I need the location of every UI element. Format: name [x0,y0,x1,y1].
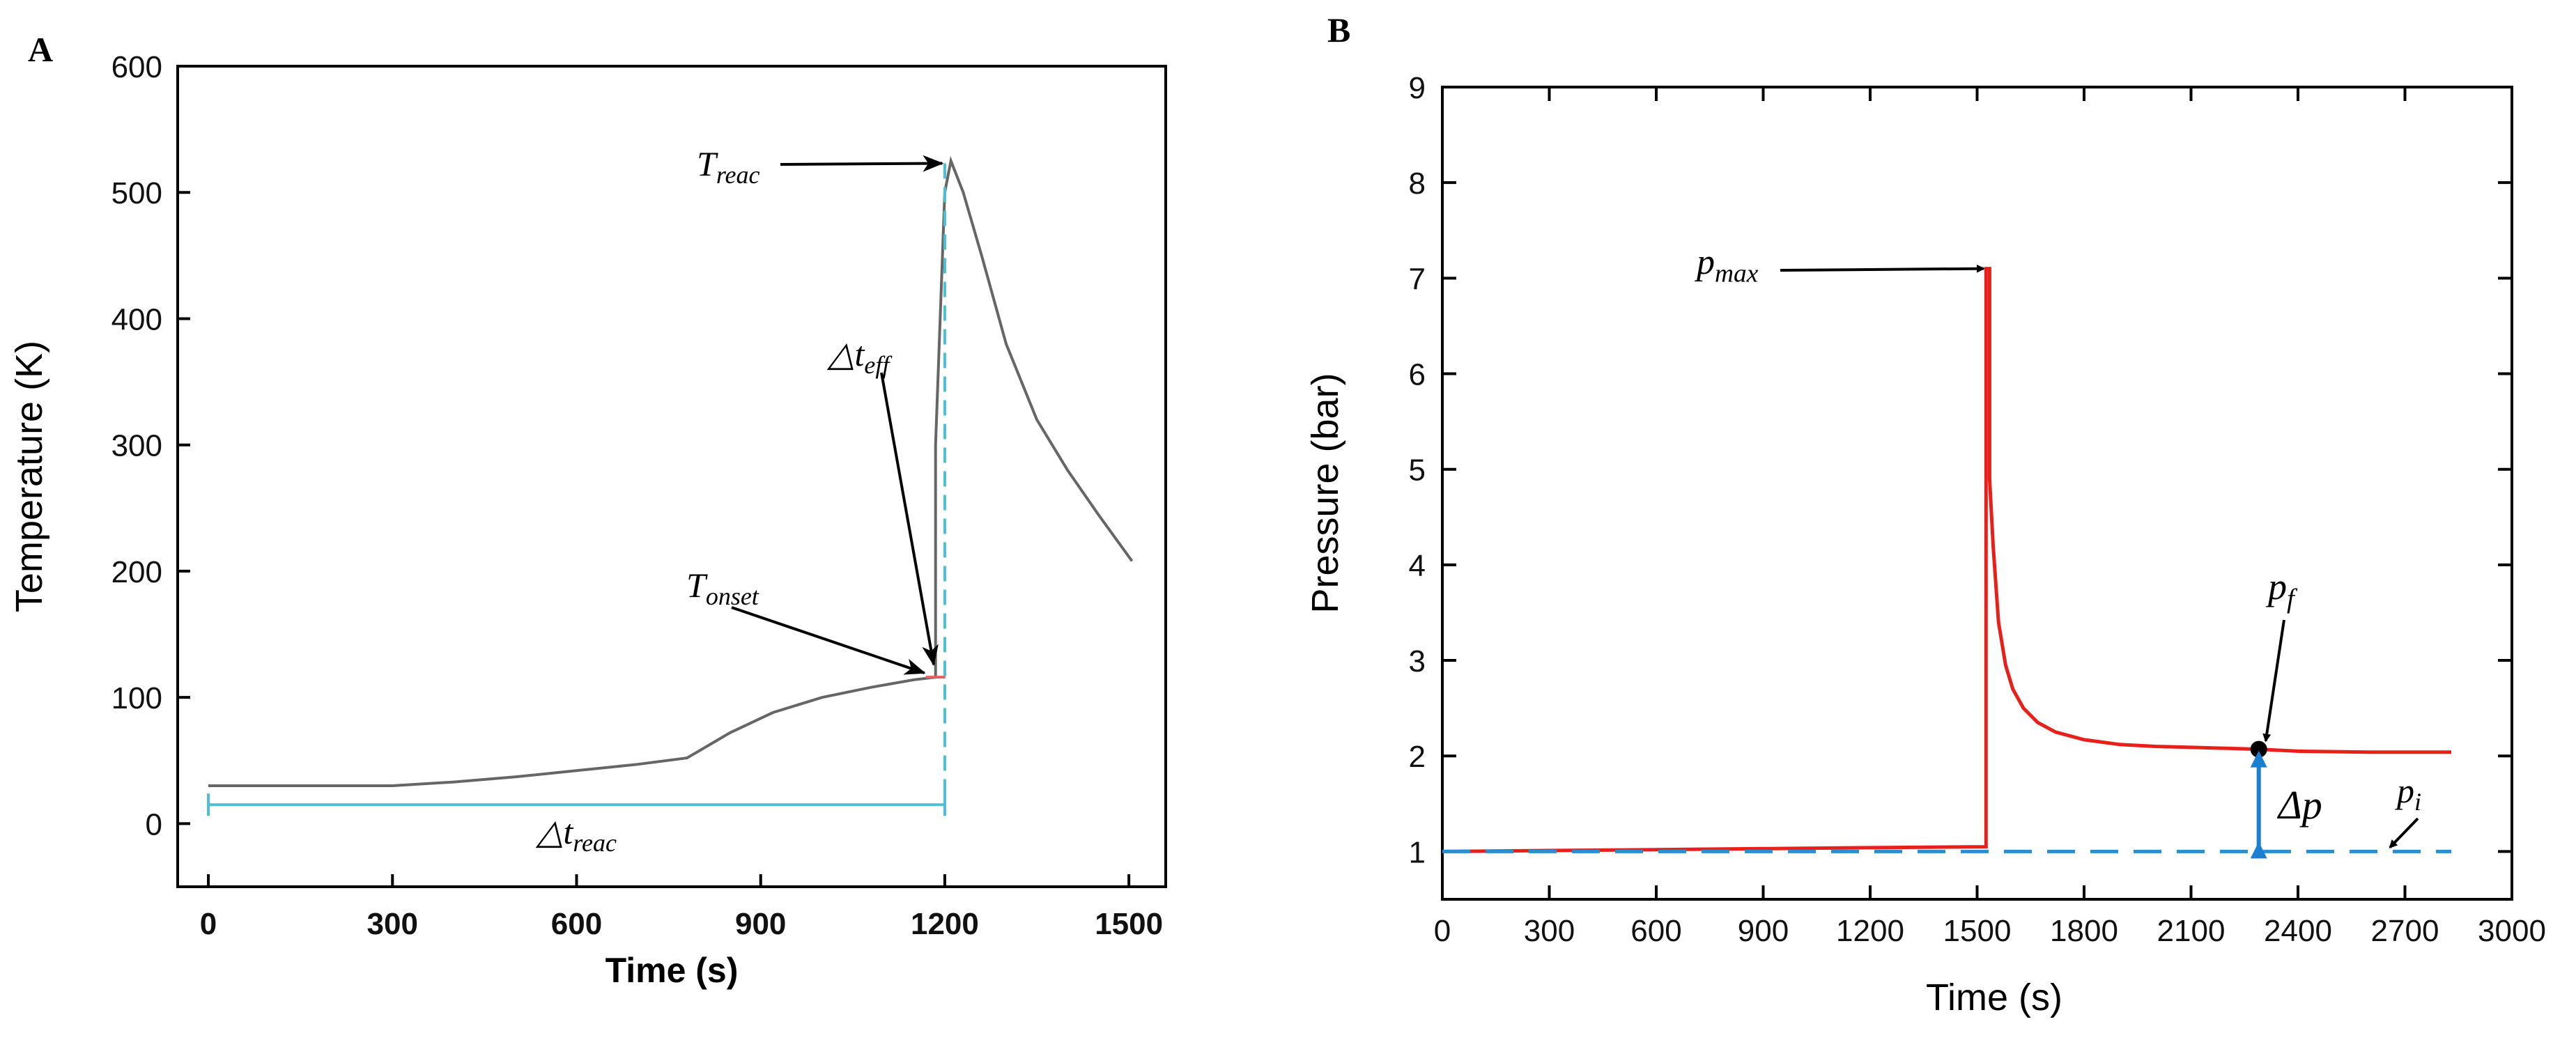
x-tick-label: 0 [1434,914,1451,948]
x-tick-label: 1200 [1836,914,1904,948]
temperature-series-line [208,155,1134,787]
p-f-arrow [2262,619,2285,743]
y-tick-label: 400 [111,302,162,336]
y-tick-label: 600 [111,50,162,84]
panel-a-series [208,155,1134,787]
x-tick-label: 3000 [2478,914,2546,948]
panel-b-y-ticks: 1 2 3 4 5 6 7 8 9 [1409,71,2512,869]
panel-b-y-axis-label: Pressure (bar) [1304,373,1346,613]
t-reac-label: Treac [697,144,759,189]
panel-b-x-axis-label: Time (s) [1926,977,2062,1018]
p-i-arrow [2389,817,2419,848]
x-tick-label: 1500 [1943,914,2012,948]
x-tick-label: 1200 [911,907,979,941]
panel-a-y-ticks: 0 100 200 300 400 500 600 [111,50,190,841]
x-tick-label: 300 [1524,914,1575,948]
x-tick-label: 2700 [2371,914,2439,948]
x-tick-label: 900 [1738,914,1789,948]
panel-a-label: A [28,30,53,69]
x-tick-label: 600 [551,907,602,941]
x-tick-label: 300 [367,907,418,941]
y-tick-label: 500 [111,176,162,210]
panel-a-x-ticks: 0 300 600 900 1200 1500 [200,874,1163,941]
y-tick-label: 7 [1409,262,1426,296]
t-onset-arrow [731,606,926,675]
p-f-label: pf [2265,566,2298,614]
dt-eff-arrow [880,372,939,667]
panel-b-series [1442,267,2451,853]
panel-b-x-ticks: 0 300 600 900 1200 1500 1800 2100 2400 2700 3000 [1434,87,2546,948]
dt-reac-label: △treac [535,812,617,857]
panel-b-pressure-chart: B 1 2 3 4 5 6 7 8 9 0 300 600 900 1200 1500 1800 2100 24… [1304,10,2546,1018]
x-tick-label: 0 [200,907,217,941]
panel-a-temperature-chart: A 0 100 200 300 400 500 600 0 300 600 900 1200 1500… [8,30,1167,990]
pressure-series-line [1442,267,2451,853]
y-tick-label: 9 [1409,71,1426,105]
panel-b-label: B [1327,10,1350,49]
p-max-label: pmax [1694,242,1759,288]
panel-b-plot-frame [1441,86,2513,901]
y-tick-label: 5 [1409,453,1426,488]
x-tick-label: 2100 [2157,914,2226,948]
x-tick-label: 2400 [2264,914,2332,948]
p-max-arrow [1780,264,1985,273]
panel-a-y-axis-label: Temperature (K) [8,341,50,612]
x-tick-label: 1500 [1095,907,1163,941]
y-tick-label: 8 [1409,166,1426,201]
x-tick-label: 600 [1630,914,1681,948]
delta-p-label: Δp [2277,782,2322,828]
y-tick-label: 2 [1409,740,1426,774]
y-tick-label: 200 [111,555,162,589]
p-i-label: pi [2395,771,2421,816]
y-tick-label: 3 [1409,644,1426,678]
y-tick-label: 0 [146,807,162,841]
p-f-point [2250,740,2267,758]
dt-eff-label: △teff [826,334,893,379]
t-onset-label: Tonset [686,566,759,610]
y-tick-label: 300 [111,429,162,463]
panel-a-plot-frame [176,65,1167,888]
y-tick-label: 6 [1409,358,1426,392]
x-tick-label: 1800 [2050,914,2118,948]
y-tick-label: 100 [111,681,162,715]
panel-a-x-axis-label: Time (s) [606,951,739,990]
y-tick-label: 1 [1409,835,1426,869]
panel-a-annotations: △treac Treac △teff Tonset [207,144,946,857]
y-tick-label: 4 [1409,549,1426,583]
x-tick-label: 900 [735,907,786,941]
panel-b-annotations: pmax pf Δp pi [1694,242,2421,859]
